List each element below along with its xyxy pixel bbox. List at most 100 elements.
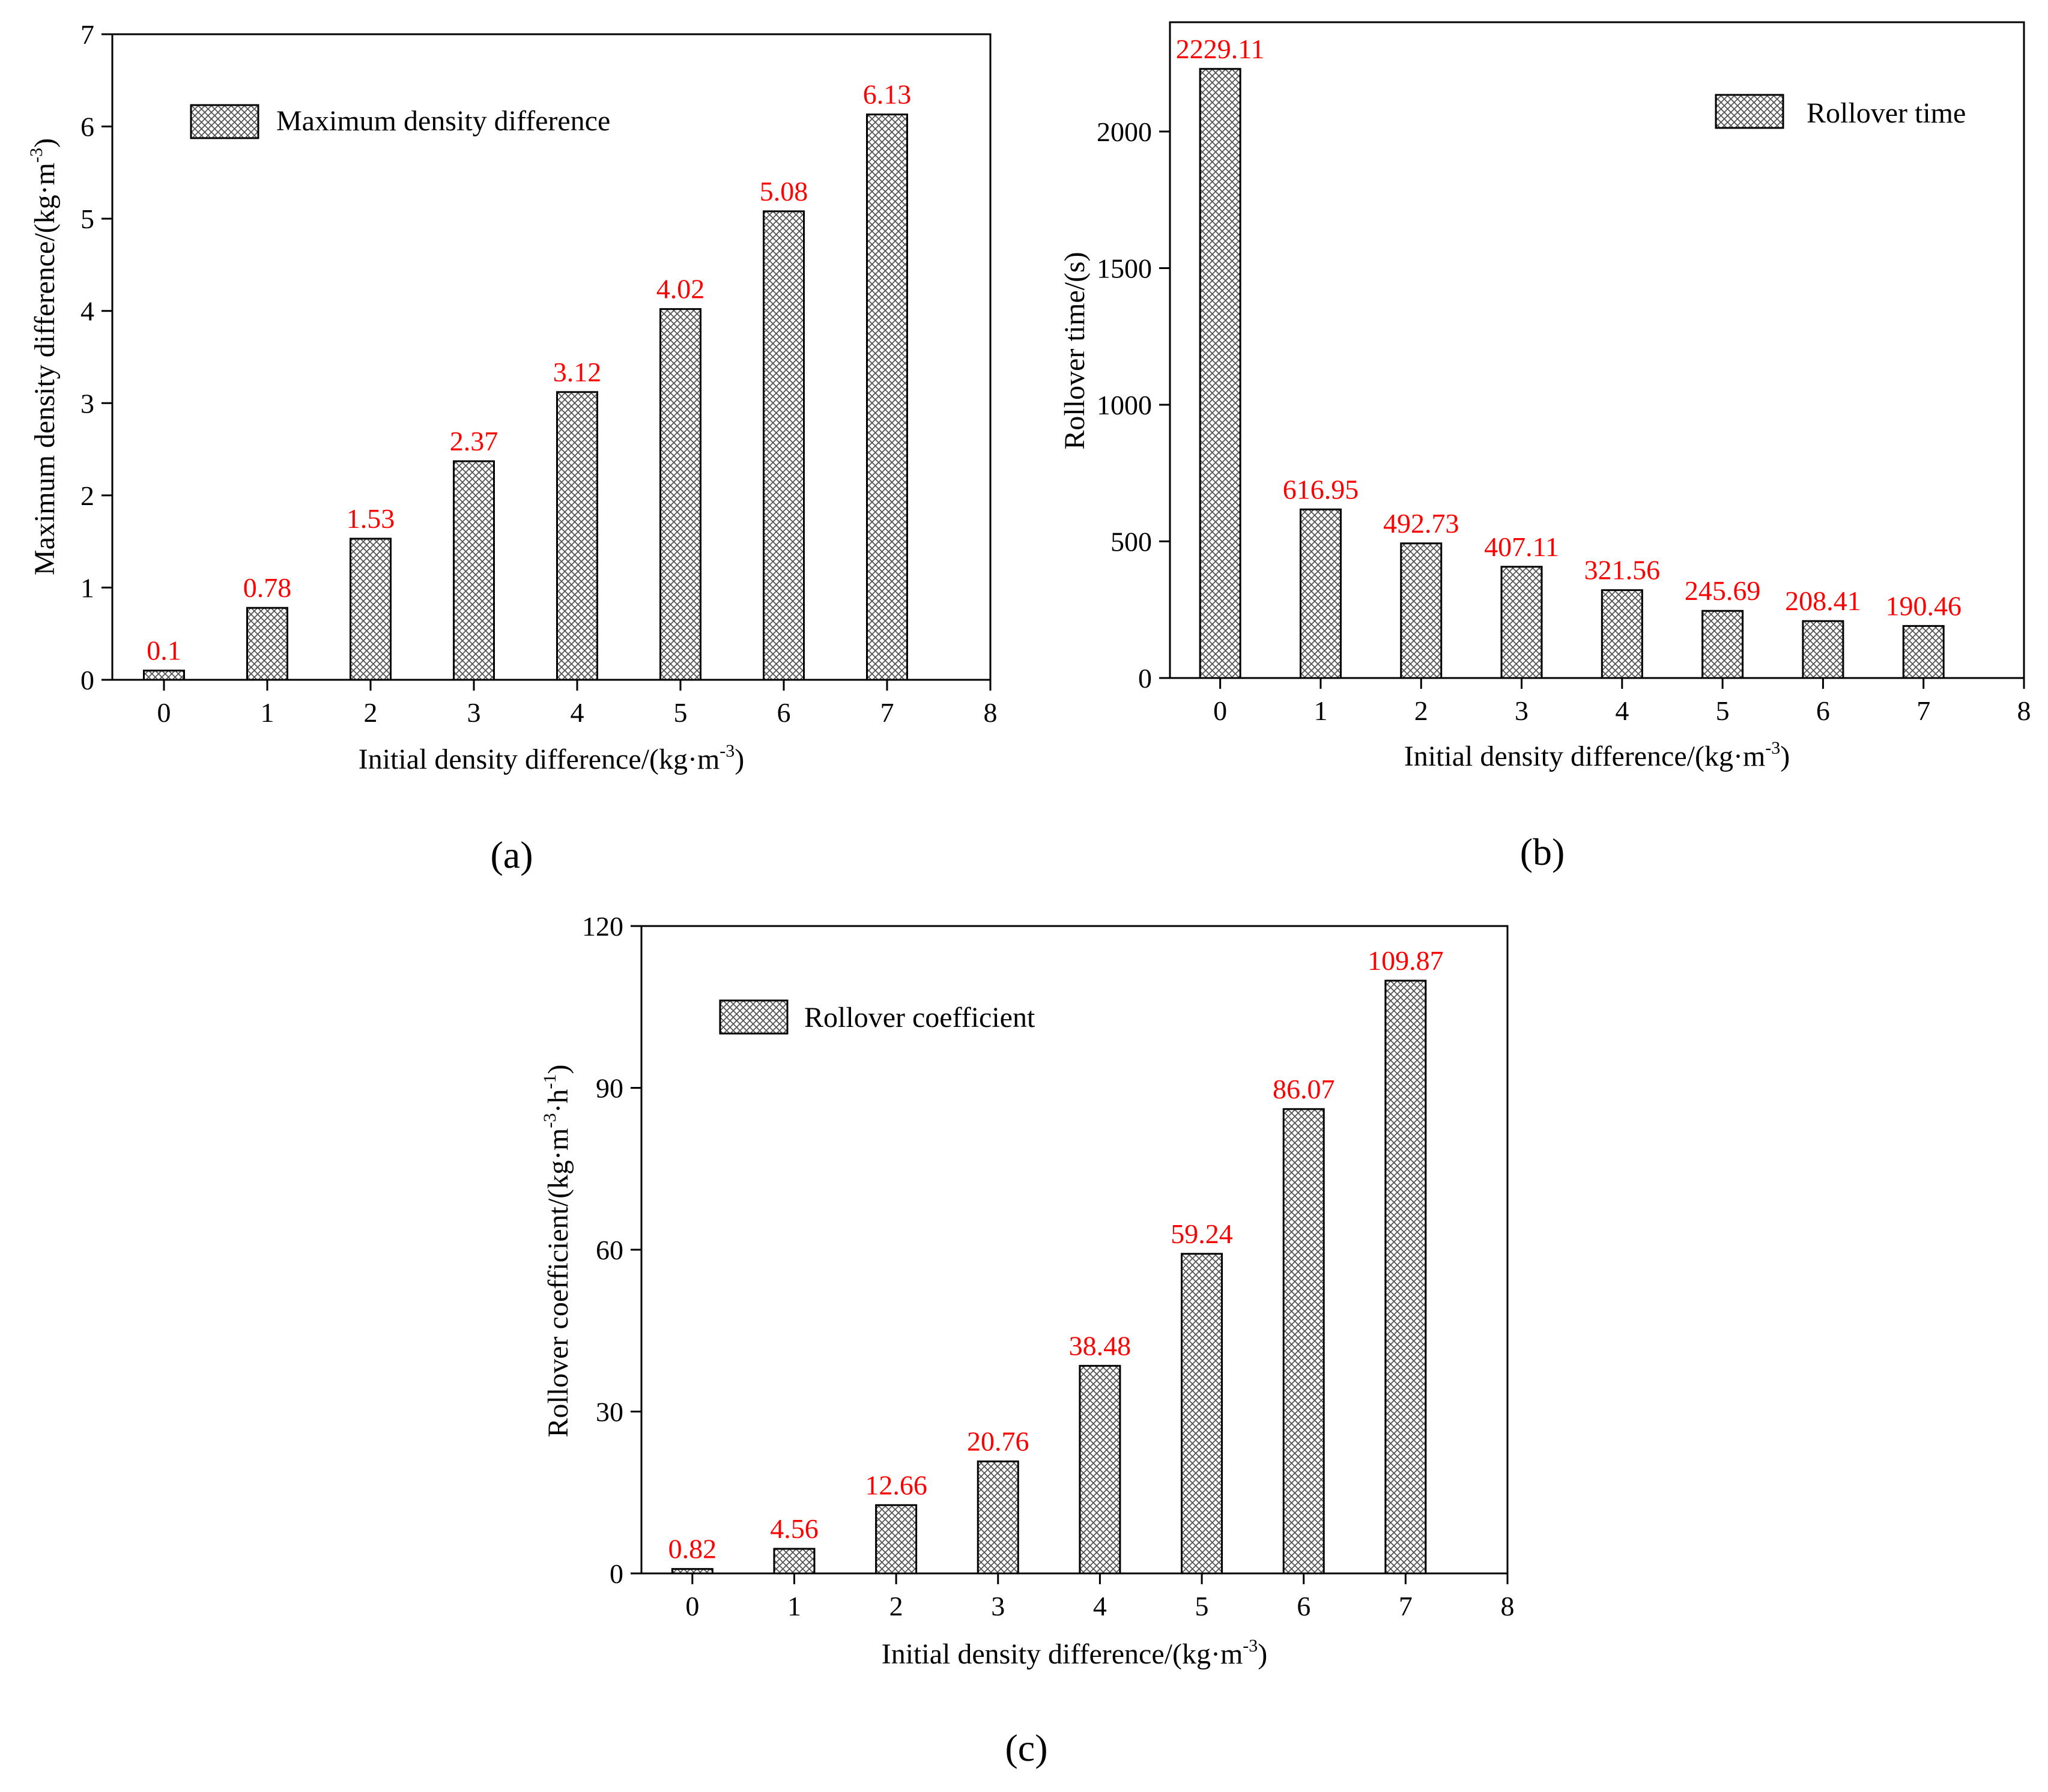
- value-label-c-6: 86.07: [1273, 1074, 1335, 1104]
- bars-b: [1199, 68, 1945, 679]
- x-tick-label-a: 7: [880, 697, 894, 728]
- x-tick-label-a: 2: [364, 697, 378, 728]
- y-tick-label-a: 3: [80, 388, 94, 419]
- bar-c-0: [671, 1568, 713, 1575]
- x-tick-label-c: 7: [1399, 1591, 1413, 1621]
- legend-swatch-a: [190, 104, 259, 139]
- value-label-b-7: 190.46: [1885, 590, 1962, 621]
- y-tick-label-c: 30: [596, 1397, 623, 1427]
- chart-a: 0 1 2 3 4 5 6 7 8 0 1 2 3 4 5 6 7 0.1 0.78 1.53 2.37 3.12 4.0…: [26, 19, 998, 876]
- x-tick-label-c: 3: [991, 1591, 1005, 1621]
- y-tick-label-c: 0: [610, 1558, 623, 1589]
- value-label-c-1: 4.56: [770, 1513, 819, 1544]
- plot-frame-a: [111, 33, 992, 681]
- bar-a-7: [866, 114, 908, 681]
- value-label-a-4: 3.12: [553, 357, 602, 387]
- value-label-a-0: 0.1: [147, 635, 181, 666]
- bar-b-5: [1701, 610, 1744, 679]
- x-tick-label-a: 1: [261, 697, 274, 728]
- value-labels-a: 0.1 0.78 1.53 2.37 3.12 4.02 5.08 6.13: [147, 79, 911, 666]
- x-tick-label-b: 8: [2017, 695, 2031, 726]
- panel-label-c: (c): [1005, 1727, 1047, 1769]
- bar-c-3: [977, 1461, 1019, 1575]
- bar-a-3: [453, 460, 495, 681]
- x-tick-label-b: 1: [1313, 695, 1327, 726]
- bar-c-5: [1181, 1253, 1223, 1575]
- y-tick-label-c: 120: [582, 911, 623, 942]
- x-tick-label-b: 4: [1615, 695, 1629, 726]
- y-tick-label-a: 0: [80, 665, 94, 695]
- bar-b-1: [1299, 508, 1342, 679]
- value-label-b-3: 407.11: [1484, 531, 1559, 562]
- y-tick-label-b: 1000: [1097, 390, 1152, 420]
- plot-frame-b: [1169, 21, 2025, 679]
- value-label-b-4: 321.56: [1584, 555, 1661, 586]
- bar-a-5: [659, 308, 701, 681]
- bar-c-7: [1384, 979, 1427, 1575]
- legend-swatch-c: [719, 999, 789, 1035]
- x-tick-label-c: 2: [889, 1591, 903, 1621]
- y-tick-label-a: 2: [80, 480, 94, 511]
- bar-c-1: [773, 1548, 816, 1575]
- bar-b-3: [1500, 566, 1543, 679]
- y-tick-label-a: 6: [80, 112, 94, 142]
- y-tick-label-b: 500: [1110, 527, 1152, 557]
- x-tick-label-c: 1: [787, 1591, 801, 1621]
- value-label-c-2: 12.66: [865, 1470, 927, 1500]
- value-label-c-0: 0.82: [668, 1534, 717, 1564]
- y-tick-label-a: 1: [80, 572, 94, 603]
- bar-a-6: [763, 210, 805, 681]
- x-tick-label-c: 5: [1195, 1591, 1209, 1621]
- legend-a: Maximum density difference: [190, 104, 610, 139]
- axis-ticks-c: 0 1 2 3 4 5 6 7 8 0 30 60 90 120: [582, 911, 1515, 1621]
- value-labels-c: 0.82 4.56 12.66 20.76 38.48 59.24 86.07 109.87: [668, 945, 1444, 1564]
- x-tick-label-a: 3: [467, 697, 481, 728]
- value-label-a-1: 0.78: [243, 572, 292, 603]
- legend-swatch-b: [1715, 94, 1784, 129]
- value-label-a-5: 4.02: [656, 274, 705, 304]
- x-tick-label-b: 2: [1414, 695, 1428, 726]
- bar-b-2: [1400, 542, 1443, 679]
- y-axis-label-b: Rollover time/(s): [1059, 252, 1091, 449]
- x-tick-label-a: 6: [777, 697, 791, 728]
- value-label-c-7: 109.87: [1368, 945, 1444, 976]
- bar-a-1: [246, 607, 288, 681]
- x-axis-label-c: Initial density difference/(kg·m-3): [882, 1636, 1268, 1670]
- bar-c-6: [1282, 1108, 1325, 1575]
- x-tick-label-c: 8: [1501, 1591, 1515, 1621]
- bar-c-4: [1079, 1364, 1121, 1575]
- value-label-a-2: 1.53: [347, 503, 395, 534]
- x-tick-label-c: 4: [1093, 1591, 1107, 1621]
- panel-label-a: (a): [490, 834, 533, 876]
- legend-label-b: Rollover time: [1807, 97, 1966, 129]
- panel-label-b: (b): [1520, 831, 1565, 873]
- x-tick-label-a: 0: [157, 697, 171, 728]
- y-tick-label-b: 1500: [1097, 253, 1152, 284]
- x-tick-label-a: 5: [674, 697, 688, 728]
- y-tick-label-a: 7: [80, 19, 94, 50]
- y-tick-label-c: 90: [596, 1073, 623, 1104]
- bar-a-2: [350, 537, 392, 681]
- bar-a-4: [556, 391, 598, 681]
- bar-b-6: [1802, 620, 1844, 679]
- x-tick-label-c: 6: [1297, 1591, 1310, 1621]
- x-tick-label-a: 8: [984, 697, 998, 728]
- bar-c-2: [875, 1504, 918, 1575]
- value-label-c-3: 20.76: [967, 1426, 1029, 1457]
- x-axis-label-a: Initial density difference/(kg·m-3): [359, 741, 745, 775]
- bar-b-4: [1601, 589, 1643, 679]
- bars-a: [143, 114, 908, 681]
- value-label-b-1: 616.95: [1283, 474, 1359, 504]
- x-tick-label-b: 3: [1515, 695, 1528, 726]
- axis-ticks-b: 0 1 2 3 4 5 6 7 8 0 500 1000 1500 2000: [1097, 117, 2031, 726]
- y-tick-label-c: 60: [596, 1235, 623, 1265]
- value-label-b-6: 208.41: [1785, 586, 1861, 616]
- value-label-b-0: 2229.11: [1176, 34, 1265, 64]
- value-label-b-2: 492.73: [1383, 508, 1459, 539]
- chart-c: 0 1 2 3 4 5 6 7 8 0 30 60 90 120 0.82 4.56 12.66 20.76 38…: [540, 911, 1515, 1769]
- y-axis-label-a: Maximum density difference/(kg·m-3): [26, 138, 61, 575]
- y-tick-label-a: 5: [80, 204, 94, 234]
- bar-a-0: [143, 670, 185, 681]
- value-label-b-5: 245.69: [1685, 575, 1761, 606]
